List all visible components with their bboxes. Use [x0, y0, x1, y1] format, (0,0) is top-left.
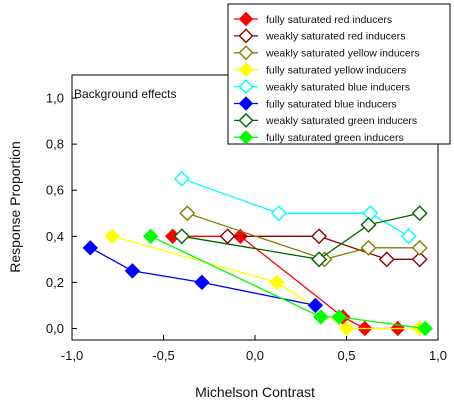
legend-marker — [238, 45, 254, 61]
data-point — [269, 274, 285, 291]
data-point — [194, 274, 210, 291]
series-2 — [179, 205, 428, 268]
legend-marker — [238, 112, 254, 128]
legend-marker — [238, 96, 254, 111]
series-line — [181, 212, 420, 260]
data-point — [378, 251, 395, 268]
data-point — [219, 228, 236, 245]
x-axis-ticks: -1,0 -0,5 0,0 0,5 1,0 — [61, 335, 447, 363]
x-tick-label: 1,0 — [429, 348, 447, 363]
data-point — [400, 228, 417, 245]
data-point — [104, 228, 120, 245]
series-3 — [104, 228, 428, 337]
y-tick-label: 0,6 — [46, 183, 64, 198]
data-point — [313, 309, 329, 325]
data-point — [362, 205, 379, 222]
series-7 — [142, 228, 433, 337]
y-tick-label: 0,2 — [46, 275, 64, 290]
x-tick-label: -1,0 — [61, 348, 83, 363]
data-point — [173, 170, 190, 187]
series-5 — [82, 240, 324, 314]
legend-label: fully saturated blue inducers — [266, 98, 397, 110]
data-point — [311, 228, 328, 245]
x-tick-label: 0,0 — [246, 348, 264, 363]
data-point — [82, 240, 99, 256]
legend-label: weakly saturated yellow inducers — [265, 48, 420, 60]
legend-marker — [238, 11, 254, 27]
y-axis-label: Response Proportion — [7, 141, 23, 273]
series-line — [150, 235, 426, 330]
y-tick-label: 0,0 — [46, 321, 64, 336]
series-6 — [173, 205, 428, 268]
data-point — [338, 320, 355, 337]
series-line — [227, 235, 420, 260]
series-4 — [173, 170, 417, 245]
x-tick-label: -0,5 — [152, 348, 174, 363]
data-point — [179, 205, 196, 222]
y-tick-label: 0,8 — [46, 137, 64, 152]
legend-label: fully saturated yellow inducers — [266, 65, 406, 77]
data-point — [270, 205, 287, 222]
data-point — [360, 216, 377, 233]
y-axis-ticks: 0,0 0,2 0,4 0,6 0,8 1,0 — [46, 91, 77, 336]
x-axis-label: Michelson Contrast — [195, 384, 315, 400]
series-1 — [219, 228, 428, 268]
series-line — [89, 247, 316, 307]
y-tick-label: 1,0 — [46, 91, 64, 106]
data-point — [142, 228, 159, 245]
data-point — [173, 228, 190, 245]
data-point — [311, 251, 328, 268]
plot-annotation: Background effects — [74, 87, 177, 101]
x-tick-label: 0,5 — [337, 348, 355, 363]
legend-label: weakly saturated red inducers — [265, 31, 406, 43]
data-point — [417, 320, 433, 337]
data-point — [360, 239, 377, 256]
legend-box — [227, 3, 451, 145]
legend-marker — [238, 28, 254, 44]
data-point — [307, 297, 324, 314]
legend-marker — [238, 79, 254, 95]
data-point — [331, 309, 347, 325]
legend-label: fully saturated red inducers — [266, 14, 392, 26]
legend: fully saturated red inducers weakly satur… — [227, 3, 451, 145]
data-point — [411, 239, 428, 256]
legend-marker — [238, 130, 254, 145]
data-point — [411, 205, 428, 222]
legend-label: weakly saturated green inducers — [265, 115, 417, 127]
data-point — [411, 251, 428, 268]
series-line — [187, 212, 420, 260]
data-point — [124, 263, 141, 279]
legend-label: fully saturated green inducers — [266, 132, 404, 144]
legend-label: weakly saturated blue inducers — [265, 81, 410, 93]
legend-marker — [238, 62, 254, 77]
series-layer — [82, 170, 433, 337]
y-tick-label: 0,4 — [46, 229, 64, 244]
series-line — [181, 178, 410, 237]
